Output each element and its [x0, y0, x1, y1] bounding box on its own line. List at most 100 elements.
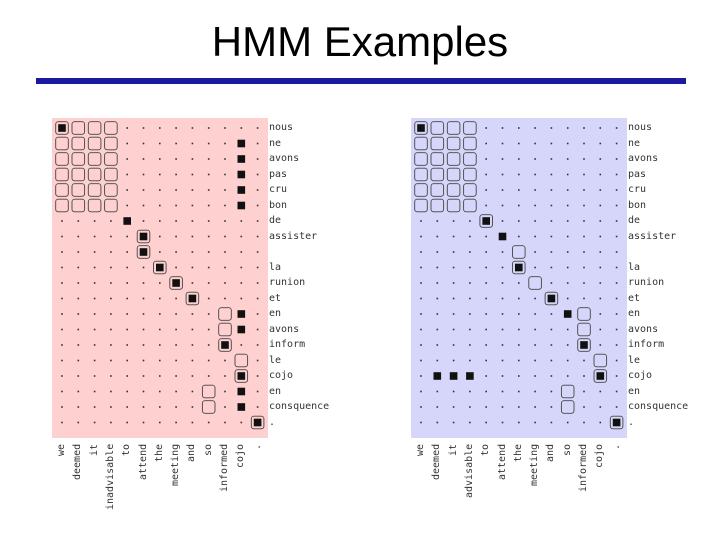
grid-dot: [501, 359, 504, 362]
grid-dot: [126, 173, 128, 176]
row-label: le: [628, 354, 641, 366]
grid-dot: [534, 421, 536, 424]
row-label: nous: [628, 122, 653, 133]
grid-dot: [566, 251, 569, 253]
grid-dot: [191, 204, 194, 207]
grid-dot: [566, 173, 569, 176]
grid-dot: [256, 251, 259, 253]
grid-dot: [534, 313, 536, 315]
grid-dot: [534, 266, 536, 269]
grid-dot: [518, 359, 520, 362]
grid-dot: [485, 313, 487, 315]
column-label: and: [186, 443, 198, 462]
grid-dot: [191, 142, 194, 145]
grid-dot: [61, 375, 63, 377]
grid-dot: [126, 142, 128, 145]
possible-alignment-box: [479, 214, 493, 228]
grid-dot: [61, 251, 63, 253]
alignment-mark: [123, 217, 131, 225]
grid-dot: [501, 173, 504, 176]
column-label: informed: [578, 443, 589, 492]
possible-alignment-box: [104, 167, 118, 182]
grid-dot: [420, 235, 422, 238]
grid-dot: [583, 375, 585, 377]
grid-dot: [550, 266, 553, 269]
grid-dot: [126, 375, 128, 377]
grid-dot: [224, 251, 226, 253]
grid-dot: [224, 359, 226, 362]
possible-alignment-box: [463, 121, 477, 135]
grid-dot: [436, 328, 439, 331]
grid-dot: [142, 297, 145, 300]
row-label: pas: [269, 168, 288, 180]
grid-dot: [436, 313, 439, 315]
grid-dot: [420, 375, 422, 377]
grid-dot: [550, 220, 553, 222]
grid-dot: [142, 142, 145, 145]
grid-dot: [207, 266, 210, 269]
possible-alignment-box: [218, 322, 232, 337]
grid-dot: [256, 204, 259, 207]
grid-dot: [566, 421, 569, 424]
row-label: de: [628, 215, 641, 226]
row-label: cojo: [269, 370, 294, 381]
grid-dot: [534, 189, 536, 191]
grid-dot: [126, 406, 128, 408]
grid-dot: [224, 204, 226, 207]
grid-dot: [550, 127, 553, 129]
grid-dot: [175, 158, 177, 160]
grid-dot: [207, 235, 210, 238]
grid-dot: [615, 251, 618, 253]
grid-dot: [191, 390, 194, 393]
grid-dot: [518, 375, 520, 377]
grid-dot: [61, 390, 63, 393]
grid-dot: [599, 204, 602, 207]
grid-dot: [452, 266, 455, 269]
row-label: ne: [628, 137, 641, 149]
grid-dot: [159, 235, 161, 238]
grid-dot: [501, 204, 504, 207]
possible-alignment-box: [104, 152, 118, 166]
grid-dot: [77, 297, 80, 300]
row-label: bon: [628, 199, 647, 211]
alignment-mark: [449, 372, 458, 380]
grid-dot: [599, 158, 602, 160]
column-label: informed: [219, 443, 230, 492]
row-label: avons: [628, 153, 659, 164]
grid-dot: [240, 282, 243, 284]
possible-alignment-box: [87, 183, 102, 197]
grid-dot: [159, 142, 161, 145]
column-label: inadvisable: [104, 443, 116, 510]
grid-dot: [240, 220, 243, 222]
grid-dot: [550, 189, 553, 191]
grid-dot: [501, 282, 504, 284]
row-label: assister: [628, 230, 677, 242]
grid-dot: [240, 344, 243, 346]
grid-dot: [110, 282, 112, 284]
grid-dot: [550, 344, 553, 346]
possible-alignment-box: [446, 152, 461, 166]
possible-alignment-box: [71, 167, 86, 182]
alignment-mark: [547, 294, 556, 303]
grid-dot: [191, 328, 194, 331]
grid-dot: [191, 266, 194, 269]
possible-alignment-box: [430, 152, 445, 166]
grid-dot: [159, 297, 161, 300]
grid-dot: [452, 328, 455, 331]
grid-dot: [518, 344, 520, 346]
grid-dot: [550, 313, 553, 315]
row-label: et: [269, 292, 282, 304]
grid-dot: [518, 328, 520, 331]
possible-alignment-box: [528, 276, 542, 290]
grid-dot: [566, 359, 569, 362]
grid-dot: [77, 421, 80, 424]
grid-dot: [159, 344, 161, 346]
grid-dot: [191, 158, 194, 160]
grid-dot: [534, 297, 536, 300]
grid-dot: [224, 375, 226, 377]
column-label: deemed: [72, 443, 84, 480]
grid-dot: [93, 220, 96, 222]
row-label: en: [628, 308, 641, 319]
grid-dot: [615, 158, 618, 160]
grid-dot: [452, 220, 455, 222]
